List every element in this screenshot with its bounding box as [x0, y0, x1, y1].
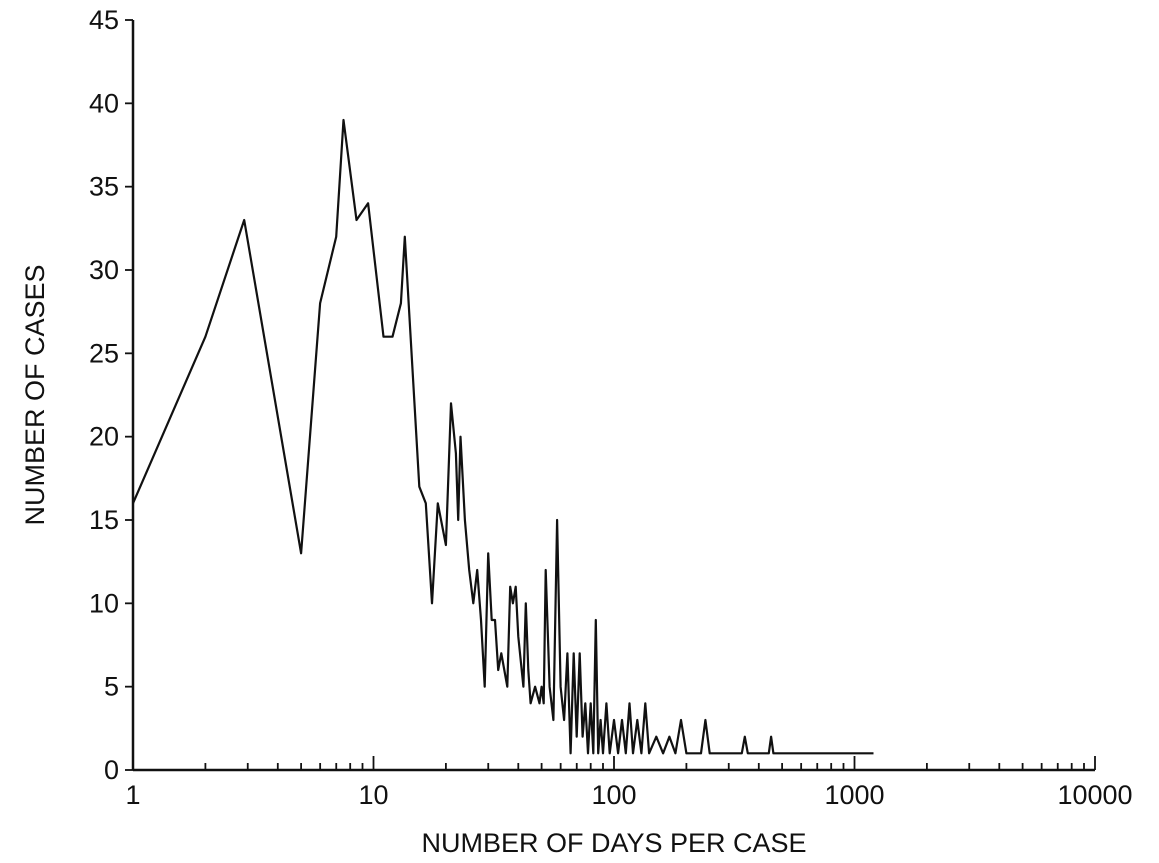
x-tick-label: 10000: [1057, 780, 1132, 810]
y-tick-label: 0: [104, 755, 119, 785]
x-tick-label: 1000: [824, 780, 884, 810]
y-tick-label: 20: [89, 422, 119, 452]
x-tick-label: 100: [591, 780, 636, 810]
y-tick-label: 30: [89, 255, 119, 285]
y-tick-label: 40: [89, 88, 119, 118]
y-tick-label: 15: [89, 505, 119, 535]
y-tick-label: 5: [104, 672, 119, 702]
series-group: [131, 118, 874, 755]
x-tick-label: 1: [125, 780, 140, 810]
y-tick-label: 10: [89, 588, 119, 618]
y-tick-label: 45: [89, 5, 119, 35]
series-line: [131, 118, 874, 755]
y-tick-label: 35: [89, 172, 119, 202]
axes: 0 5 10 15 20 25 30 35 40 45 1 10 100 1000 10000: [89, 5, 1133, 810]
x-axis-title: NUMBER OF DAYS PER CASE: [421, 828, 806, 858]
y-tick-label: 25: [89, 338, 119, 368]
y-axis-title: NUMBER OF CASES: [20, 264, 50, 525]
x-tick-label: 10: [358, 780, 388, 810]
